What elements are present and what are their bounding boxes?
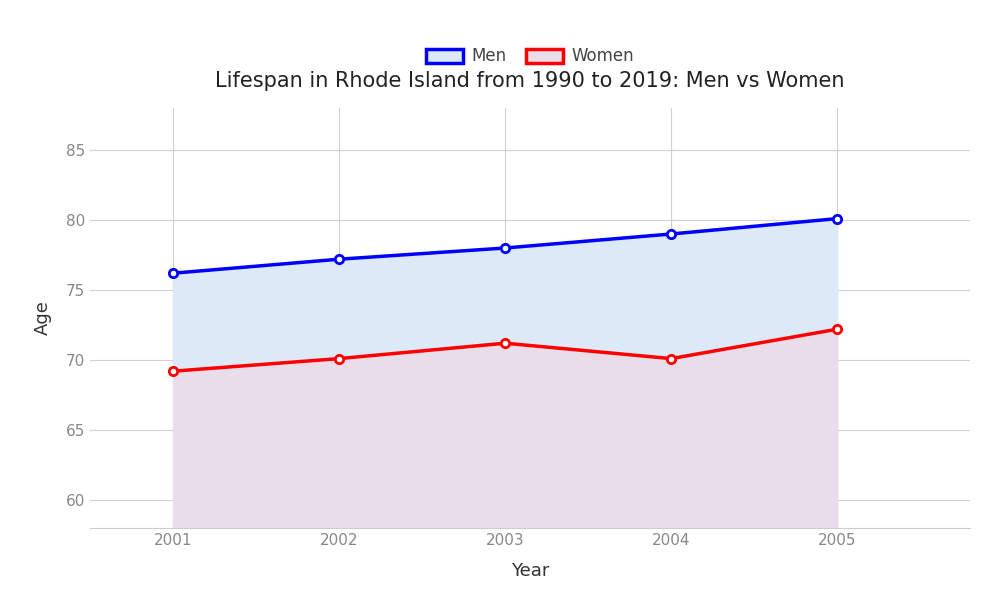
Legend: Men, Women: Men, Women <box>419 41 641 72</box>
X-axis label: Year: Year <box>511 562 549 580</box>
Title: Lifespan in Rhode Island from 1990 to 2019: Men vs Women: Lifespan in Rhode Island from 1990 to 20… <box>215 71 845 91</box>
Y-axis label: Age: Age <box>34 301 52 335</box>
